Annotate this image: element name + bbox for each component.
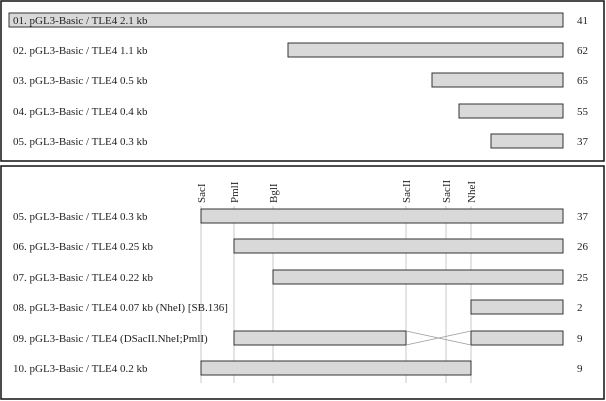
construct-label: 02. pGL3-Basic / TLE4 1.1 kb: [13, 45, 148, 57]
construct-label: 04. pGL3-Basic / TLE4 0.4 kb: [13, 106, 148, 118]
site-label-bgli: BglI: [268, 183, 280, 203]
top-row-04: 04. pGL3-Basic / TLE4 0.4 kb 55: [13, 103, 589, 119]
deletion-cross-line: [405, 330, 472, 346]
construct-bar-left-segment: [233, 330, 407, 346]
top-panel: 01. pGL3-Basic / TLE4 2.1 kb 41 02. pGL3…: [0, 0, 605, 162]
top-row-05: 05. pGL3-Basic / TLE4 0.3 kb 37: [13, 133, 589, 149]
construct-bar: [200, 360, 472, 376]
activity-value: 9: [577, 333, 583, 345]
activity-value: 37: [577, 211, 589, 223]
site-label-saci: SacI: [196, 183, 208, 203]
construct-bar: [287, 42, 564, 58]
activity-value: 55: [577, 106, 589, 118]
bottom-row-05: 05. pGL3-Basic / TLE4 0.3 kb 37: [13, 208, 589, 224]
construct-bar: [490, 133, 564, 149]
construct-bar: [431, 72, 564, 88]
construct-bar-right-segment: [470, 330, 564, 346]
construct-bar: [200, 208, 564, 224]
activity-value: 25: [577, 272, 589, 284]
construct-label: 10. pGL3-Basic / TLE4 0.2 kb: [13, 363, 148, 375]
site-label-pmli: PmlI: [229, 181, 241, 203]
activity-value: 26: [577, 241, 589, 253]
construct-label: 05. pGL3-Basic / TLE4 0.3 kb: [13, 136, 148, 148]
activity-value: 65: [577, 75, 589, 87]
bottom-row-08: 08. pGL3-Basic / TLE4 0.07 kb (NheI) [SB…: [13, 299, 583, 315]
construct-label: 03. pGL3-Basic / TLE4 0.5 kb: [13, 75, 148, 87]
bottom-panel: SacI PmlI BglI SacII SacII NheI 05. pGL3…: [0, 165, 605, 400]
construct-label: 01. pGL3-Basic / TLE4 2.1 kb: [13, 15, 148, 27]
construct-bar: [470, 299, 564, 315]
construct-bar: [8, 12, 564, 28]
activity-value: 41: [577, 15, 588, 27]
activity-value: 2: [577, 302, 583, 314]
construct-bar: [233, 238, 564, 254]
site-label-sacii-2: SacII: [441, 179, 453, 203]
bottom-row-09: 09. pGL3-Basic / TLE4 (DSacII.NheI;PmlI)…: [13, 330, 583, 346]
construct-label: 08. pGL3-Basic / TLE4 0.07 kb (NheI) [SB…: [13, 302, 228, 314]
site-label-nhei: NheI: [466, 181, 478, 203]
bottom-row-07: 07. pGL3-Basic / TLE4 0.22 kb 25: [13, 269, 589, 285]
activity-value: 37: [577, 136, 589, 148]
site-label-sacii-1: SacII: [401, 179, 413, 203]
construct-label: 09. pGL3-Basic / TLE4 (DSacII.NheI;PmlI): [13, 333, 208, 345]
top-row-02: 02. pGL3-Basic / TLE4 1.1 kb 62: [13, 42, 588, 58]
construct-label: 07. pGL3-Basic / TLE4 0.22 kb: [13, 272, 154, 284]
bottom-row-06: 06. pGL3-Basic / TLE4 0.25 kb 26: [13, 238, 589, 254]
activity-value: 62: [577, 45, 588, 57]
bottom-row-10: 10. pGL3-Basic / TLE4 0.2 kb 9: [13, 360, 583, 376]
top-row-01: 01. pGL3-Basic / TLE4 2.1 kb 41: [8, 12, 588, 28]
activity-value: 9: [577, 363, 583, 375]
top-row-03: 03. pGL3-Basic / TLE4 0.5 kb 65: [13, 72, 589, 88]
construct-label: 06. pGL3-Basic / TLE4 0.25 kb: [13, 241, 154, 253]
construct-label: 05. pGL3-Basic / TLE4 0.3 kb: [13, 211, 148, 223]
construct-bar: [272, 269, 564, 285]
construct-bar: [458, 103, 564, 119]
